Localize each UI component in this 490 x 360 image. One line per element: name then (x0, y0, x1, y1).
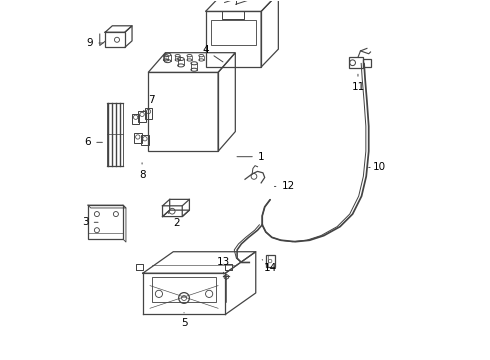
Bar (134, 134, 142, 143)
Text: 5: 5 (181, 312, 187, 328)
Text: 13: 13 (217, 257, 230, 274)
Bar (363, 59, 370, 67)
Bar (139, 111, 146, 122)
Text: 10: 10 (368, 162, 386, 172)
Bar (145, 108, 152, 119)
Text: 8: 8 (139, 163, 146, 180)
Text: 2: 2 (168, 212, 180, 228)
Bar (141, 135, 149, 145)
Text: 4: 4 (202, 45, 223, 62)
Bar (132, 114, 139, 125)
Text: 1: 1 (237, 152, 265, 162)
Text: 11: 11 (351, 74, 365, 92)
Text: 12: 12 (274, 181, 294, 192)
Text: 6: 6 (85, 138, 102, 147)
Bar (105, 32, 125, 47)
Text: 14: 14 (262, 260, 277, 273)
Text: 3: 3 (82, 217, 98, 227)
Bar (211, 20, 256, 45)
Bar (152, 277, 216, 302)
Bar (88, 205, 123, 239)
Bar (349, 57, 363, 68)
Text: 7: 7 (143, 95, 155, 112)
Text: 9: 9 (87, 38, 103, 48)
Bar (266, 255, 275, 267)
